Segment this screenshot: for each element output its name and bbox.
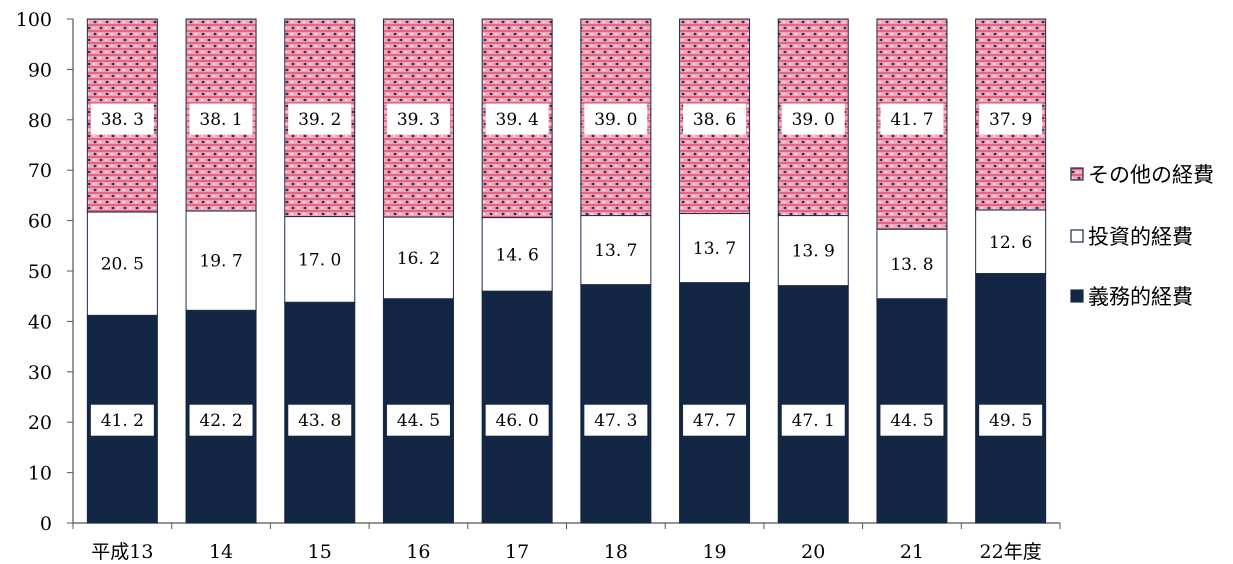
value-label-box-mandatory-22年度 [979,404,1043,436]
value-label-investment-21: 13. 8 [890,255,933,275]
value-label-other-21: 41. 7 [890,110,933,130]
value-label-mandatory-17: 46. 0 [496,411,539,431]
value-label-other-15: 39. 2 [298,110,341,130]
value-label-box-mandatory-14 [189,404,253,436]
value-label-investment-17: 14. 6 [496,245,539,265]
value-label-box-investment-15 [288,244,351,275]
value-label-investment-16: 16. 2 [397,249,440,269]
x-tick-label-15: 15 [308,541,332,563]
legend-label-mandatory: 義務的経費 [1088,285,1193,309]
value-label-other-17: 39. 4 [496,110,539,130]
value-label-mandatory-15: 43. 8 [298,411,341,431]
bar-mandatory-20 [777,285,849,524]
value-label-investment-14: 19. 7 [199,252,242,272]
value-label-investment-19: 13. 7 [693,239,736,259]
value-label-box-other-15 [288,103,352,135]
y-tick-label-30: 30 [28,362,52,384]
value-label-box-mandatory-平成13 [90,404,154,436]
x-tick-label-平成13: 平成13 [91,541,153,563]
y-tick-label-70: 70 [28,160,52,182]
legend-swatch-investment [1070,229,1084,243]
value-label-box-other-17 [485,103,549,135]
axes: 0 10 20 30 40 50 60 70 80 90 100 平成13 14 15 16 17 18 19 20… [16,9,1061,563]
value-label-box-other-21 [880,103,944,135]
value-label-box-investment-16 [387,242,450,273]
x-tick-label-17: 17 [505,541,529,563]
value-label-mandatory-22年度: 49. 5 [989,411,1032,431]
value-label-investment-18: 13. 7 [594,241,637,261]
legend-label-investment: 投資的経費 [1088,225,1193,249]
x-tick-label-18: 18 [604,541,628,563]
legend-label-other: その他の経費 [1088,163,1214,187]
y-tick-label-80: 80 [28,110,52,132]
x-tick-label-21: 21 [900,541,924,563]
value-label-box-other-16 [386,103,450,135]
bar-mandatory-18 [580,284,652,524]
x-tick-label-19: 19 [702,541,726,563]
value-label-box-other-19 [683,103,747,135]
value-label-box-investment-19 [683,233,746,264]
y-tick-label-60: 60 [28,211,52,233]
value-labels: 41. 2 20. 5 38. 3 42. 2 19. 7 38. 1 43. 8 17. 0… [90,103,1043,436]
value-label-box-investment-21 [880,248,943,279]
value-label-mandatory-16: 44. 5 [397,411,440,431]
value-label-box-investment-22年度 [979,226,1042,257]
y-tick-label-20: 20 [28,412,52,434]
value-label-other-16: 39. 3 [397,110,440,130]
y-tick-label-50: 50 [28,261,52,283]
value-label-box-investment-14 [190,245,253,276]
value-label-box-mandatory-21 [880,404,944,436]
value-label-investment-20: 13. 9 [792,242,835,262]
bar-mandatory-19 [679,282,751,524]
value-label-box-investment-20 [782,235,845,266]
y-tick-label-0: 0 [40,513,52,535]
value-label-investment-22年度: 12. 6 [989,233,1032,253]
y-tick-label-10: 10 [28,463,52,485]
value-label-box-investment-17 [486,239,549,270]
x-tick-label-16: 16 [406,541,430,563]
value-label-other-14: 38. 1 [199,110,242,130]
value-label-box-mandatory-16 [386,404,450,436]
value-label-mandatory-14: 42. 2 [199,411,242,431]
value-label-box-mandatory-19 [683,404,747,436]
y-tick-label-40: 40 [28,311,52,333]
x-tick-label-20: 20 [801,541,825,563]
value-label-mandatory-18: 47. 3 [594,411,637,431]
value-label-other-18: 39. 0 [594,110,637,130]
value-label-mandatory-平成13: 41. 2 [101,411,144,431]
value-label-investment-15: 17. 0 [298,250,341,270]
legend-swatch-mandatory [1070,289,1084,303]
x-tick-label-22年度: 22年度 [980,541,1042,563]
value-label-box-mandatory-15 [288,404,352,436]
value-label-box-other-平成13 [90,103,154,135]
legend-swatch-other [1070,167,1084,181]
value-label-box-other-18 [584,103,648,135]
value-label-investment-平成13: 20. 5 [101,255,144,275]
value-label-box-mandatory-17 [485,404,549,436]
value-label-mandatory-19: 47. 7 [693,411,736,431]
y-tick-label-100: 100 [16,9,52,31]
value-label-other-20: 39. 0 [792,110,835,130]
value-label-box-investment-18 [584,235,647,266]
value-label-box-mandatory-18 [584,404,648,436]
value-label-box-mandatory-20 [781,404,845,436]
value-label-mandatory-20: 47. 1 [792,411,835,431]
value-label-other-平成13: 38. 3 [101,110,144,130]
value-label-box-investment-平成13 [91,248,154,279]
value-label-box-other-14 [189,103,253,135]
value-label-box-other-22年度 [979,103,1043,135]
value-label-other-22年度: 37. 9 [989,110,1032,130]
bar-mandatory-22年度 [975,273,1047,524]
value-label-other-19: 38. 6 [693,110,736,130]
value-label-box-other-20 [781,103,845,135]
y-tick-label-90: 90 [28,59,52,81]
value-label-mandatory-21: 44. 5 [890,411,933,431]
x-tick-label-14: 14 [209,541,233,563]
